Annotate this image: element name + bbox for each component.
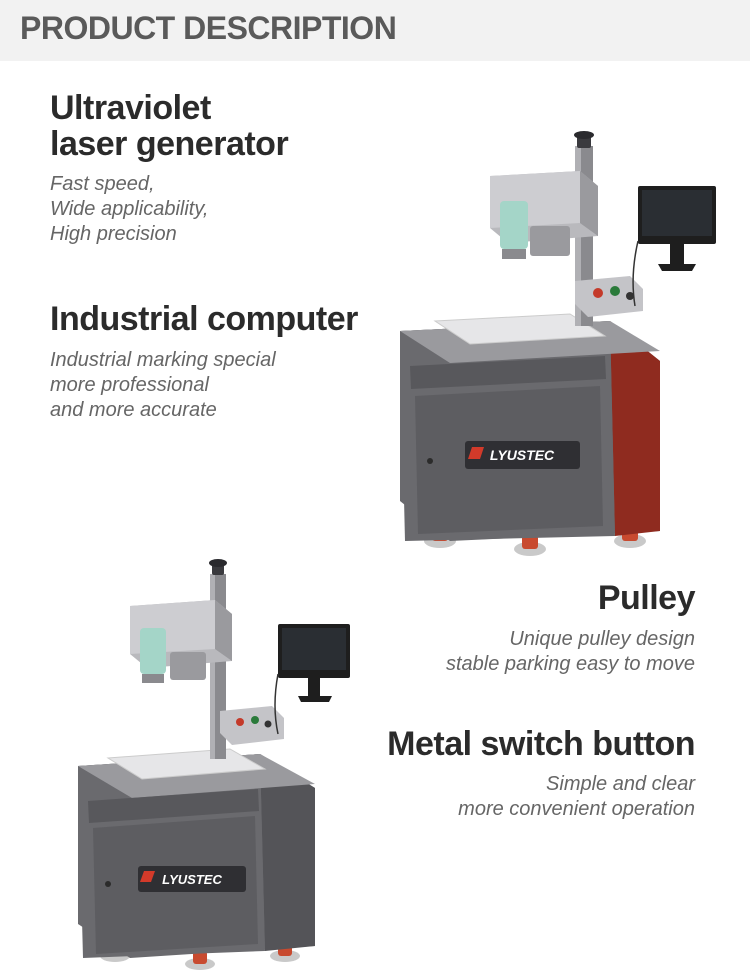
desc-line: Unique pulley design	[509, 628, 695, 650]
desc-line: more convenient operation	[458, 798, 695, 820]
feature-desc: Simple and clear more convenient operati…	[345, 772, 695, 822]
desc-line: more professional	[50, 374, 209, 396]
desc-line: and more accurate	[50, 399, 217, 421]
feature-title: Pulley	[345, 581, 695, 617]
title-line: laser generator	[50, 125, 288, 163]
left-feature-column: Ultraviolet laser generator Fast speed, …	[50, 91, 380, 453]
desc-line: Simple and clear	[546, 773, 695, 795]
machine-svg-icon: LYUSTEC	[60, 556, 380, 976]
desc-line: High precision	[50, 223, 177, 245]
feature-title: Ultraviolet laser generator	[50, 91, 380, 162]
desc-line: stable parking easy to move	[446, 653, 695, 675]
machine-illustration-2: LYUSTEC	[60, 556, 380, 976]
title-line: Ultraviolet	[50, 89, 211, 127]
brand-text: LYUSTEC	[162, 872, 222, 887]
feature-title: Industrial computer	[50, 302, 380, 338]
page-title: PRODUCT DESCRIPTION	[20, 10, 730, 47]
machine-svg-icon: LYUSTEC	[380, 131, 720, 561]
desc-line: Industrial marking special	[50, 349, 276, 371]
header-bar: PRODUCT DESCRIPTION	[0, 0, 750, 61]
feature-ultraviolet: Ultraviolet laser generator Fast speed, …	[50, 91, 380, 247]
feature-desc: Unique pulley design stable parking easy…	[345, 627, 695, 677]
right-feature-column: Pulley Unique pulley design stable parki…	[345, 581, 695, 852]
feature-title: Metal switch button	[345, 727, 695, 763]
brand-text: LYUSTEC	[490, 447, 555, 463]
machine-illustration-1: LYUSTEC	[380, 131, 720, 561]
desc-line: Fast speed,	[50, 173, 155, 195]
feature-pulley: Pulley Unique pulley design stable parki…	[345, 581, 695, 677]
desc-line: Wide applicability,	[50, 198, 208, 220]
feature-desc: Fast speed, Wide applicability, High pre…	[50, 172, 380, 247]
feature-industrial: Industrial computer Industrial marking s…	[50, 302, 380, 423]
content-area: Ultraviolet laser generator Fast speed, …	[0, 61, 750, 101]
feature-metal: Metal switch button Simple and clear mor…	[345, 727, 695, 823]
feature-desc: Industrial marking special more professi…	[50, 348, 380, 423]
